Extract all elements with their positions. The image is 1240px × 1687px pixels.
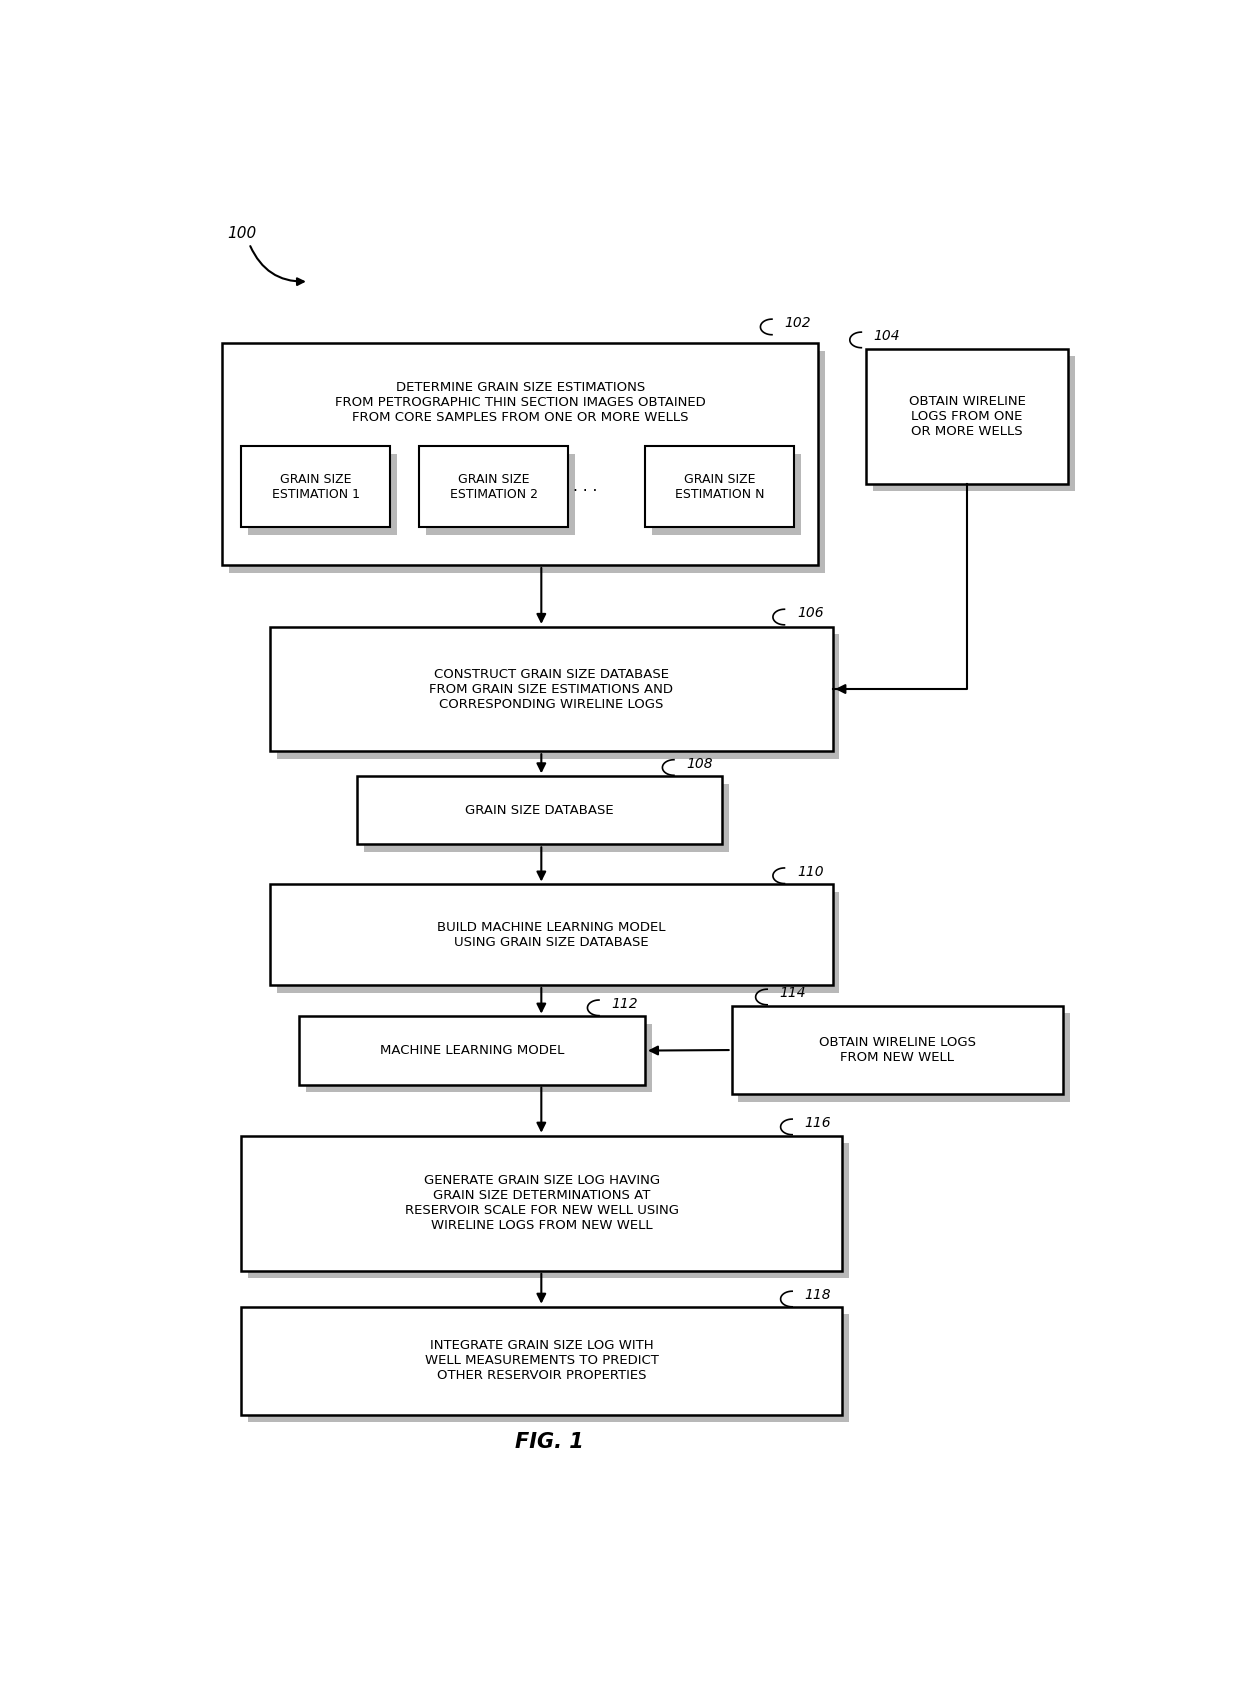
Text: DETERMINE GRAIN SIZE ESTIMATIONS
FROM PETROGRAPHIC THIN SECTION IMAGES OBTAINED
: DETERMINE GRAIN SIZE ESTIMATIONS FROM PE… xyxy=(335,381,706,423)
Text: GRAIN SIZE
ESTIMATION 1: GRAIN SIZE ESTIMATION 1 xyxy=(272,472,360,501)
FancyBboxPatch shape xyxy=(645,445,794,526)
Text: 102: 102 xyxy=(785,315,811,331)
Text: OBTAIN WIRELINE
LOGS FROM ONE
OR MORE WELLS: OBTAIN WIRELINE LOGS FROM ONE OR MORE WE… xyxy=(909,395,1025,437)
Text: 114: 114 xyxy=(780,985,806,1000)
FancyBboxPatch shape xyxy=(419,445,568,526)
Text: GRAIN SIZE
ESTIMATION 2: GRAIN SIZE ESTIMATION 2 xyxy=(450,472,538,501)
Text: INTEGRATE GRAIN SIZE LOG WITH
WELL MEASUREMENTS TO PREDICT
OTHER RESERVOIR PROPE: INTEGRATE GRAIN SIZE LOG WITH WELL MEASU… xyxy=(425,1339,658,1382)
FancyBboxPatch shape xyxy=(277,634,839,759)
Text: GENERATE GRAIN SIZE LOG HAVING
GRAIN SIZE DETERMINATIONS AT
RESERVOIR SCALE FOR : GENERATE GRAIN SIZE LOG HAVING GRAIN SIZ… xyxy=(404,1174,678,1232)
FancyBboxPatch shape xyxy=(242,445,391,526)
Text: MACHINE LEARNING MODEL: MACHINE LEARNING MODEL xyxy=(379,1044,564,1058)
Text: BUILD MACHINE LEARNING MODEL
USING GRAIN SIZE DATABASE: BUILD MACHINE LEARNING MODEL USING GRAIN… xyxy=(438,921,666,948)
FancyBboxPatch shape xyxy=(222,342,818,565)
FancyBboxPatch shape xyxy=(229,351,825,572)
Text: CONSTRUCT GRAIN SIZE DATABASE
FROM GRAIN SIZE ESTIMATIONS AND
CORRESPONDING WIRE: CONSTRUCT GRAIN SIZE DATABASE FROM GRAIN… xyxy=(429,668,673,710)
Text: 110: 110 xyxy=(797,865,823,879)
Text: 108: 108 xyxy=(687,756,713,771)
FancyBboxPatch shape xyxy=(242,1306,842,1415)
Text: 116: 116 xyxy=(805,1115,831,1130)
FancyBboxPatch shape xyxy=(873,356,1075,491)
FancyBboxPatch shape xyxy=(363,784,729,852)
Text: FIG. 1: FIG. 1 xyxy=(515,1432,583,1453)
FancyBboxPatch shape xyxy=(248,1314,849,1422)
Text: 112: 112 xyxy=(611,997,639,1011)
Text: 100: 100 xyxy=(227,226,257,241)
FancyBboxPatch shape xyxy=(270,884,832,985)
Text: . . .: . . . xyxy=(573,479,598,494)
Text: OBTAIN WIRELINE LOGS
FROM NEW WELL: OBTAIN WIRELINE LOGS FROM NEW WELL xyxy=(818,1036,976,1064)
FancyBboxPatch shape xyxy=(248,454,397,535)
FancyBboxPatch shape xyxy=(299,1017,645,1085)
Text: 118: 118 xyxy=(805,1287,831,1302)
Text: 106: 106 xyxy=(797,606,823,621)
FancyBboxPatch shape xyxy=(866,349,1068,484)
FancyBboxPatch shape xyxy=(732,1005,1063,1095)
Text: GRAIN SIZE
ESTIMATION N: GRAIN SIZE ESTIMATION N xyxy=(675,472,764,501)
FancyBboxPatch shape xyxy=(248,1144,849,1279)
Text: 104: 104 xyxy=(874,329,900,342)
FancyBboxPatch shape xyxy=(242,1135,842,1270)
Text: GRAIN SIZE DATABASE: GRAIN SIZE DATABASE xyxy=(465,803,614,817)
FancyBboxPatch shape xyxy=(357,776,722,845)
FancyBboxPatch shape xyxy=(270,628,832,751)
FancyBboxPatch shape xyxy=(306,1024,652,1091)
FancyBboxPatch shape xyxy=(738,1014,1070,1102)
FancyBboxPatch shape xyxy=(277,892,839,992)
FancyBboxPatch shape xyxy=(652,454,801,535)
FancyBboxPatch shape xyxy=(427,454,575,535)
